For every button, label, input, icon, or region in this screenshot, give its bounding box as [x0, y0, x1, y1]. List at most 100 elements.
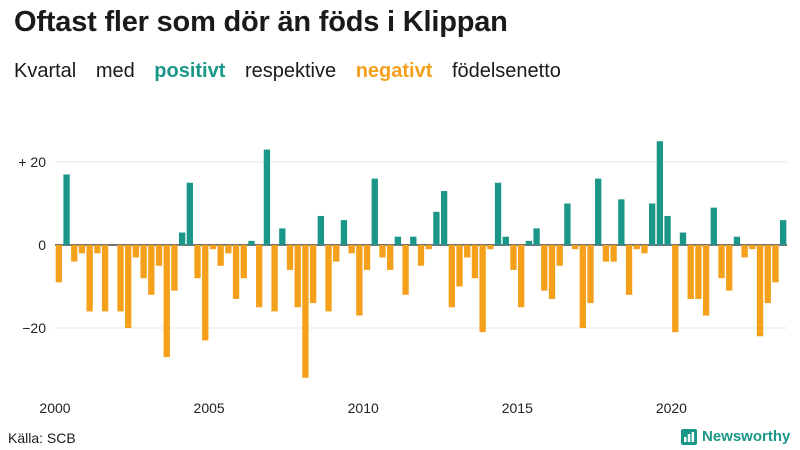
brand-name: Newsworthy	[702, 428, 791, 445]
bar-91	[756, 245, 764, 337]
bar-16	[178, 232, 186, 245]
bar-78	[656, 141, 664, 245]
bar-3	[78, 245, 86, 254]
bar-49	[433, 211, 440, 245]
bar-68	[579, 245, 586, 328]
bar-37	[340, 220, 348, 245]
bar-60	[518, 245, 525, 308]
bar-56	[487, 245, 494, 250]
bar-80	[672, 245, 679, 333]
bar-28	[271, 245, 278, 312]
bar-64	[548, 245, 556, 299]
bar-85	[710, 207, 717, 245]
bar-82	[687, 245, 694, 299]
bar-66	[564, 203, 571, 245]
bar-94	[779, 220, 787, 245]
bar-48	[425, 245, 432, 250]
bar-4	[86, 245, 93, 312]
bar-67	[571, 245, 579, 250]
bar-79	[664, 215, 671, 245]
bar-2	[71, 245, 78, 262]
bar-43	[387, 245, 394, 270]
x-tick-label-0: 2000	[39, 400, 70, 416]
bar-90	[749, 245, 756, 250]
bar-55	[479, 245, 486, 333]
subtitle-text-fodelsenetto: födelsenetto	[451, 60, 561, 82]
bar-88	[733, 236, 741, 245]
bar-35	[325, 245, 332, 312]
bar-59	[510, 245, 517, 270]
bar-25	[248, 240, 255, 245]
bar-9	[125, 245, 132, 328]
bar-81	[679, 232, 687, 245]
bar-8	[117, 245, 124, 312]
subtitle-text-kvartal: Kvartal	[14, 60, 77, 82]
bar-87	[726, 245, 733, 291]
x-tick-label-2: 2010	[348, 400, 379, 416]
x-tick-label-3: 2015	[502, 400, 533, 416]
bar-72	[610, 245, 617, 262]
bar-57	[494, 182, 502, 245]
bar-63	[541, 245, 548, 291]
bar-74	[625, 245, 633, 295]
bar-38	[348, 245, 355, 254]
bar-17	[186, 182, 193, 245]
bar-31	[294, 245, 301, 308]
bar-46	[410, 236, 417, 245]
chart-title: Oftast fler som dör än föds i Klippan	[14, 6, 508, 38]
bar-19	[202, 245, 209, 341]
bar-47	[417, 245, 425, 266]
bar-41	[371, 178, 378, 245]
bar-26	[256, 245, 263, 308]
bar-70	[595, 178, 602, 245]
bar-86	[718, 245, 725, 279]
bar-10	[132, 245, 140, 258]
bar-69	[587, 245, 594, 304]
bar-1	[63, 174, 70, 245]
bar-33	[309, 245, 317, 304]
y-axis-ticks: + 20 0 −20	[18, 154, 46, 336]
bar-23	[232, 245, 240, 299]
bar-0	[55, 245, 63, 283]
bar-89	[741, 245, 748, 258]
bar-14	[163, 245, 170, 358]
bar-42	[379, 245, 386, 258]
bar-92	[764, 245, 771, 304]
bar-30	[286, 245, 294, 270]
bar-39	[356, 245, 363, 316]
bar-53	[464, 245, 471, 258]
bar-76	[641, 245, 648, 254]
bar-13	[155, 245, 163, 266]
bar-52	[456, 245, 463, 287]
bar-chart-icon	[681, 428, 697, 445]
bar-20	[209, 245, 217, 250]
bars	[55, 141, 787, 378]
bar-77	[649, 203, 656, 245]
bar-29	[279, 228, 286, 245]
bar-18	[194, 245, 201, 279]
subtitle-text-respektive: respektive	[244, 60, 337, 82]
bar-21	[217, 245, 224, 266]
y-tick-label-1: 0	[38, 237, 46, 253]
bar-22	[225, 245, 232, 254]
legend-positive: positivt	[154, 60, 226, 82]
bar-73	[618, 199, 625, 245]
chart-subtitle: Kvartal med positivt respektive negativt…	[14, 60, 573, 83]
bar-62	[533, 228, 540, 245]
bar-32	[302, 245, 309, 378]
newsworthy-logo: Newsworthy	[681, 428, 790, 445]
bar-54	[471, 245, 479, 279]
bar-45	[402, 245, 409, 295]
source-label: Källa: SCB	[8, 430, 76, 446]
bar-34	[317, 215, 324, 245]
bar-65	[556, 245, 563, 266]
bar-58	[502, 236, 509, 245]
y-tick-label-0: + 20	[18, 154, 46, 170]
bar-50	[440, 191, 448, 245]
bar-84	[702, 245, 710, 316]
bar-51	[448, 245, 455, 308]
bar-61	[525, 240, 533, 245]
bar-15	[171, 245, 178, 291]
bar-40	[363, 245, 371, 270]
